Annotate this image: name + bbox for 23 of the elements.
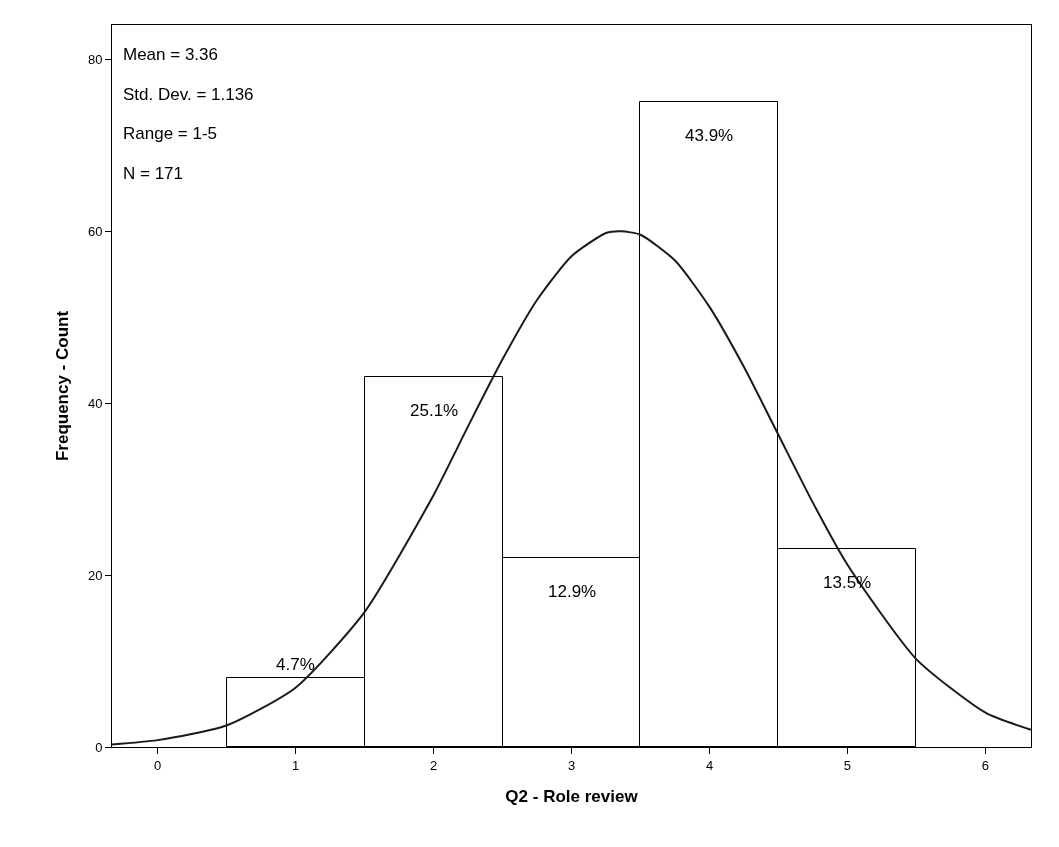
x-axis-title: Q2 - Role review [505,787,639,806]
annotation: 12.9% [548,582,597,601]
y-tick-label: 60 [87,223,103,239]
y-tick-label: 0 [95,739,103,755]
y-tick-label: 40 [87,395,103,411]
line-series [112,230,1031,746]
annotation: 25.1% [410,401,459,420]
x-tick-label: 5 [843,757,852,773]
x-tick-label: 1 [291,757,300,773]
y-tick-label: 80 [87,51,103,67]
x-tick-label: 3 [567,757,576,773]
annotation: Std. Dev. = 1.136 [123,85,254,104]
y-tick-label: 20 [87,567,103,583]
x-tick-label: 0 [153,757,162,773]
annotation: Range = 1-5 [123,124,218,143]
x-tick-label: 6 [981,757,990,773]
annotation: 4.7% [276,655,315,674]
y-axis-title: Frequency - Count [53,310,73,462]
annotation: N = 171 [123,164,184,183]
annotation: 43.9% [685,126,734,145]
x-tick-label: 4 [705,757,714,773]
annotation: Mean = 3.36 [123,45,218,64]
x-tick-label: 2 [429,757,438,773]
